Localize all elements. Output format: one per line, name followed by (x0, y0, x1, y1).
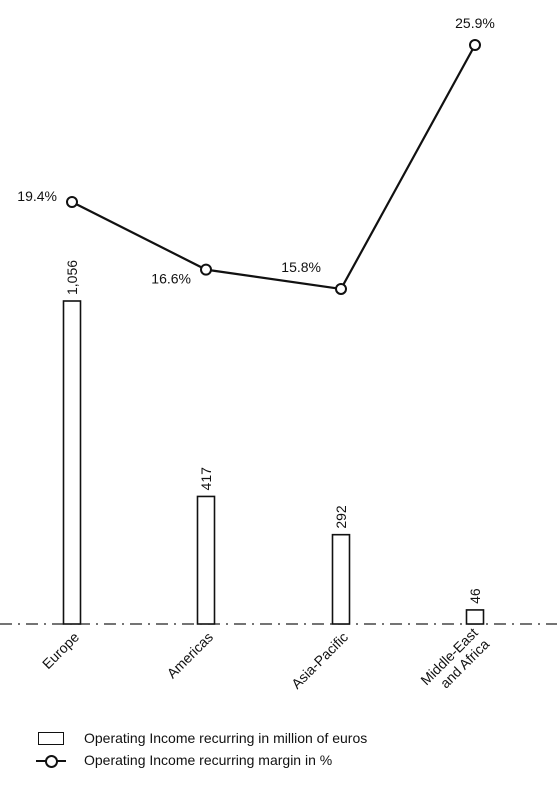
bar-0 (62, 300, 82, 625)
category-label-group: Europe Americas Asia-Pacific Middle-Eastand… (39, 624, 492, 699)
margin-point (200, 263, 212, 276)
bar-value-label: 417 (198, 467, 214, 491)
line-marker-icon (36, 752, 66, 768)
bar-2 (331, 533, 351, 625)
margin-value-label: 15.8% (281, 259, 321, 275)
legend-label-bar: Operating Income recurring in million of… (84, 730, 368, 746)
margin-point (335, 282, 347, 295)
margin-label-group: 19.4% 16.6% 15.8% 25.9% (17, 15, 495, 287)
bar-swatch-icon (36, 730, 66, 746)
legend: Operating Income recurring in million of… (36, 727, 367, 771)
margin-line (71, 44, 476, 291)
category-label: Asia-Pacific (288, 629, 351, 692)
margin-value-label: 25.9% (455, 15, 495, 31)
margin-point (469, 39, 481, 51)
margin-point (66, 196, 78, 208)
bar-value-label: 292 (333, 505, 349, 529)
legend-item-bar: Operating Income recurring in million of… (36, 727, 367, 749)
margin-value-label: 19.4% (17, 188, 57, 204)
margin-value-label: 16.6% (151, 271, 191, 287)
bar-label-group: 1,056 417 292 46 (64, 260, 483, 604)
bar-value-label: 1,056 (64, 260, 80, 295)
margin-marker-group (66, 39, 481, 295)
bar-group (62, 300, 485, 625)
bar-3 (465, 609, 485, 625)
bar-value-label: 46 (467, 588, 483, 604)
category-label: Middle-Eastand Africa (417, 624, 492, 699)
bar-1 (196, 495, 216, 625)
legend-item-line: Operating Income recurring margin in % (36, 749, 367, 771)
chart: 1,056 417 292 46 19.4% 16.6% 15.8% 25.9% Europ… (0, 15, 557, 699)
category-label: Americas (164, 629, 217, 682)
legend-label-line: Operating Income recurring margin in % (84, 752, 333, 768)
category-label: Europe (39, 629, 82, 672)
